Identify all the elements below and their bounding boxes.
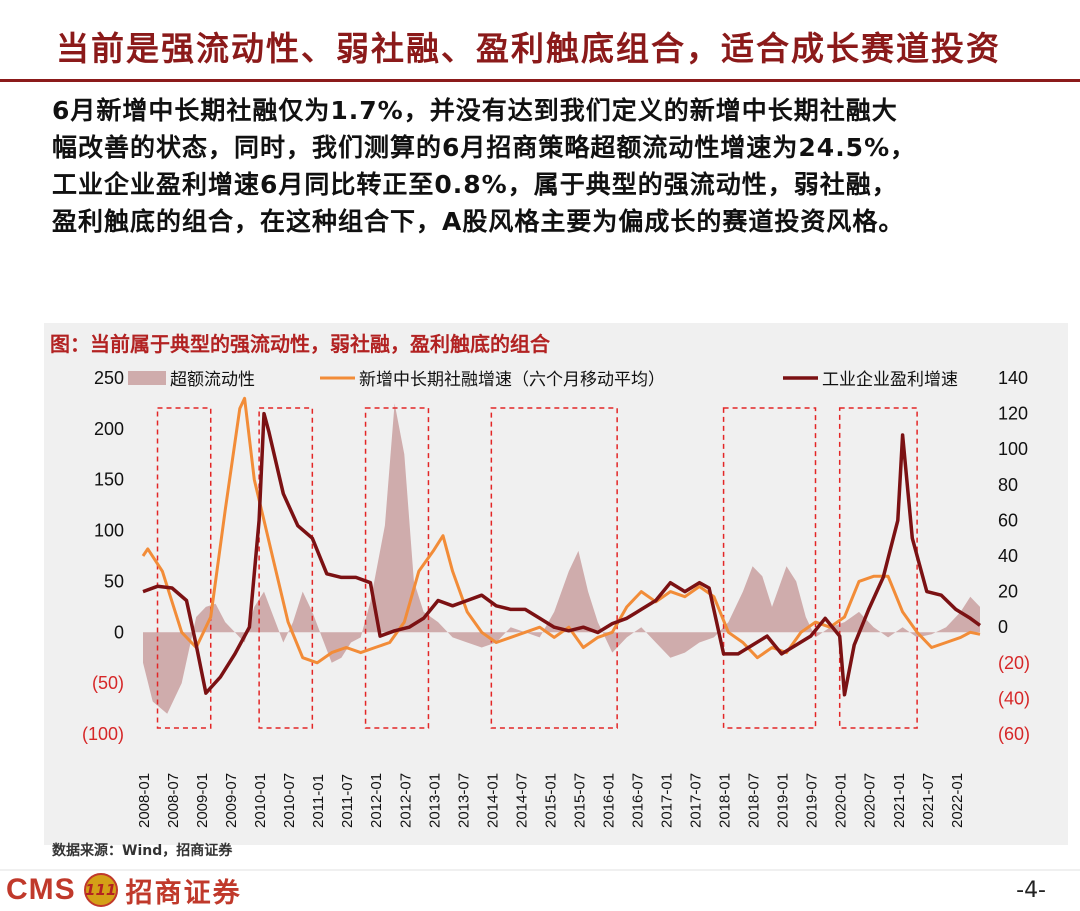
highlight-box xyxy=(258,407,314,729)
left-axis-tick-label: 200 xyxy=(94,419,124,439)
x-axis-tick-label: 2019-01 xyxy=(775,773,792,828)
left-axis-tick-label: 100 xyxy=(94,521,124,541)
legend-label-profit-growth: 工业企业盈利增速 xyxy=(822,370,958,389)
x-axis-tick-label: 2014-01 xyxy=(484,773,501,828)
left-axis-tick-label: 50 xyxy=(104,571,124,591)
chart-caption: 图：当前属于典型的强流动性，弱社融，盈利触底的组合 xyxy=(50,332,550,356)
brand-logo: CMS 111 招商证券 xyxy=(6,872,242,909)
highlight-box xyxy=(156,407,212,729)
left-axis-tick-label: 0 xyxy=(114,622,124,642)
legend-label-excess-liquidity: 超额流动性 xyxy=(170,370,255,389)
x-axis-tick-label: 2018-01 xyxy=(717,773,734,828)
highlight-box xyxy=(364,407,430,729)
logo-badge-icon: 111 xyxy=(83,873,118,907)
x-axis-tick-label: 2017-07 xyxy=(688,773,705,828)
x-axis-tick-label: 2020-07 xyxy=(862,773,879,828)
left-axis-tick-label: (100) xyxy=(82,724,124,744)
right-axis-tick-label: 100 xyxy=(998,439,1028,459)
x-axis-tick-label: 2015-07 xyxy=(571,773,588,828)
x-axis-tick-label: 2010-01 xyxy=(252,773,269,828)
lead-line: 6月新增中长期社融仅为1.7%，并没有达到我们定义的新增中长期社融大 xyxy=(52,96,898,125)
left-axis-tick-label: 150 xyxy=(94,470,124,490)
x-axis-tick-label: 2011-01 xyxy=(310,774,327,828)
page-number: -4- xyxy=(1016,878,1046,903)
x-axis-tick-label: 2010-07 xyxy=(281,773,298,828)
highlight-box xyxy=(838,407,918,729)
x-axis-tick-label: 2013-07 xyxy=(455,773,472,828)
source-note: 数据来源：Wind，招商证券 xyxy=(52,843,233,859)
x-axis-tick-label: 2020-01 xyxy=(833,773,850,828)
x-axis-tick-label: 2016-07 xyxy=(629,773,646,828)
logo-text: CMS xyxy=(6,873,76,906)
x-axis-tick-label: 2014-07 xyxy=(513,773,530,828)
x-axis-tick-label: 2016-01 xyxy=(600,773,617,828)
x-axis-tick-label: 2009-01 xyxy=(194,773,211,828)
right-axis-tick-label: 20 xyxy=(998,582,1018,602)
legend-label-credit-growth: 新增中长期社融增速（六个月移动平均） xyxy=(359,370,665,389)
x-axis-tick-label: 2012-07 xyxy=(397,773,414,828)
x-axis-tick-label: 2008-07 xyxy=(165,773,182,828)
x-axis-tick-label: 2017-01 xyxy=(659,773,676,828)
right-axis-tick-label: 140 xyxy=(998,368,1028,388)
series-line-profit-growth xyxy=(142,411,982,697)
x-axis-tick-label: 2011-07 xyxy=(339,774,356,828)
x-axis-tick-label: 2012-01 xyxy=(368,773,385,828)
series-area-excess-liquidity xyxy=(143,403,980,714)
x-axis-tick-label: 2019-07 xyxy=(804,773,821,828)
logo-company-name: 招商证券 xyxy=(125,877,242,909)
right-axis-tick-label: 0 xyxy=(998,617,1008,637)
x-axis-tick-label: 2013-01 xyxy=(426,773,443,828)
highlight-box xyxy=(490,407,618,729)
x-axis-tick-label: 2021-07 xyxy=(920,773,937,828)
left-axis-tick-label: (50) xyxy=(92,673,124,693)
lead-line: 幅改善的状态，同时，我们测算的6月招商策略超额流动性增速为24.5%， xyxy=(52,133,917,162)
x-axis-tick-label: 2015-01 xyxy=(542,773,559,828)
x-axis-tick-label: 2009-07 xyxy=(223,773,240,828)
lead-line: 盈利触底的组合，在这种组合下，A股风格主要为偏成长的赛道投资风格。 xyxy=(52,207,905,236)
right-axis-tick-label: 40 xyxy=(998,546,1018,566)
title-divider xyxy=(0,79,1080,82)
x-axis-tick-label: 2018-07 xyxy=(746,773,763,828)
x-axis-tick-label: 2022-01 xyxy=(949,773,966,828)
right-axis-tick-label: 60 xyxy=(998,510,1018,530)
highlight-box xyxy=(722,407,817,729)
x-axis-tick-label: 2008-01 xyxy=(136,773,153,828)
right-axis-tick-label: (40) xyxy=(998,688,1030,708)
right-axis-tick-label: 120 xyxy=(998,404,1028,424)
x-axis-tick-label: 2021-01 xyxy=(891,773,908,828)
page-title: 当前是强流动性、弱社融、盈利触底组合，适合成长赛道投资 xyxy=(56,29,1001,68)
right-axis-tick-label: (60) xyxy=(998,724,1030,744)
left-axis-tick-label: 250 xyxy=(94,368,124,388)
series-line-credit-growth xyxy=(141,396,981,665)
right-axis-tick-label: 80 xyxy=(998,475,1018,495)
lead-paragraph: 6月新增中长期社融仅为1.7%，并没有达到我们定义的新增中长期社融大 幅改善的状… xyxy=(52,92,1067,240)
legend-swatch-excess-liquidity xyxy=(128,371,166,385)
lead-line: 工业企业盈利增速6月同比转正至0.8%，属于典型的强流动性，弱社融， xyxy=(52,170,898,199)
right-axis-tick-label: (20) xyxy=(998,653,1030,673)
footer-divider xyxy=(0,869,1080,871)
